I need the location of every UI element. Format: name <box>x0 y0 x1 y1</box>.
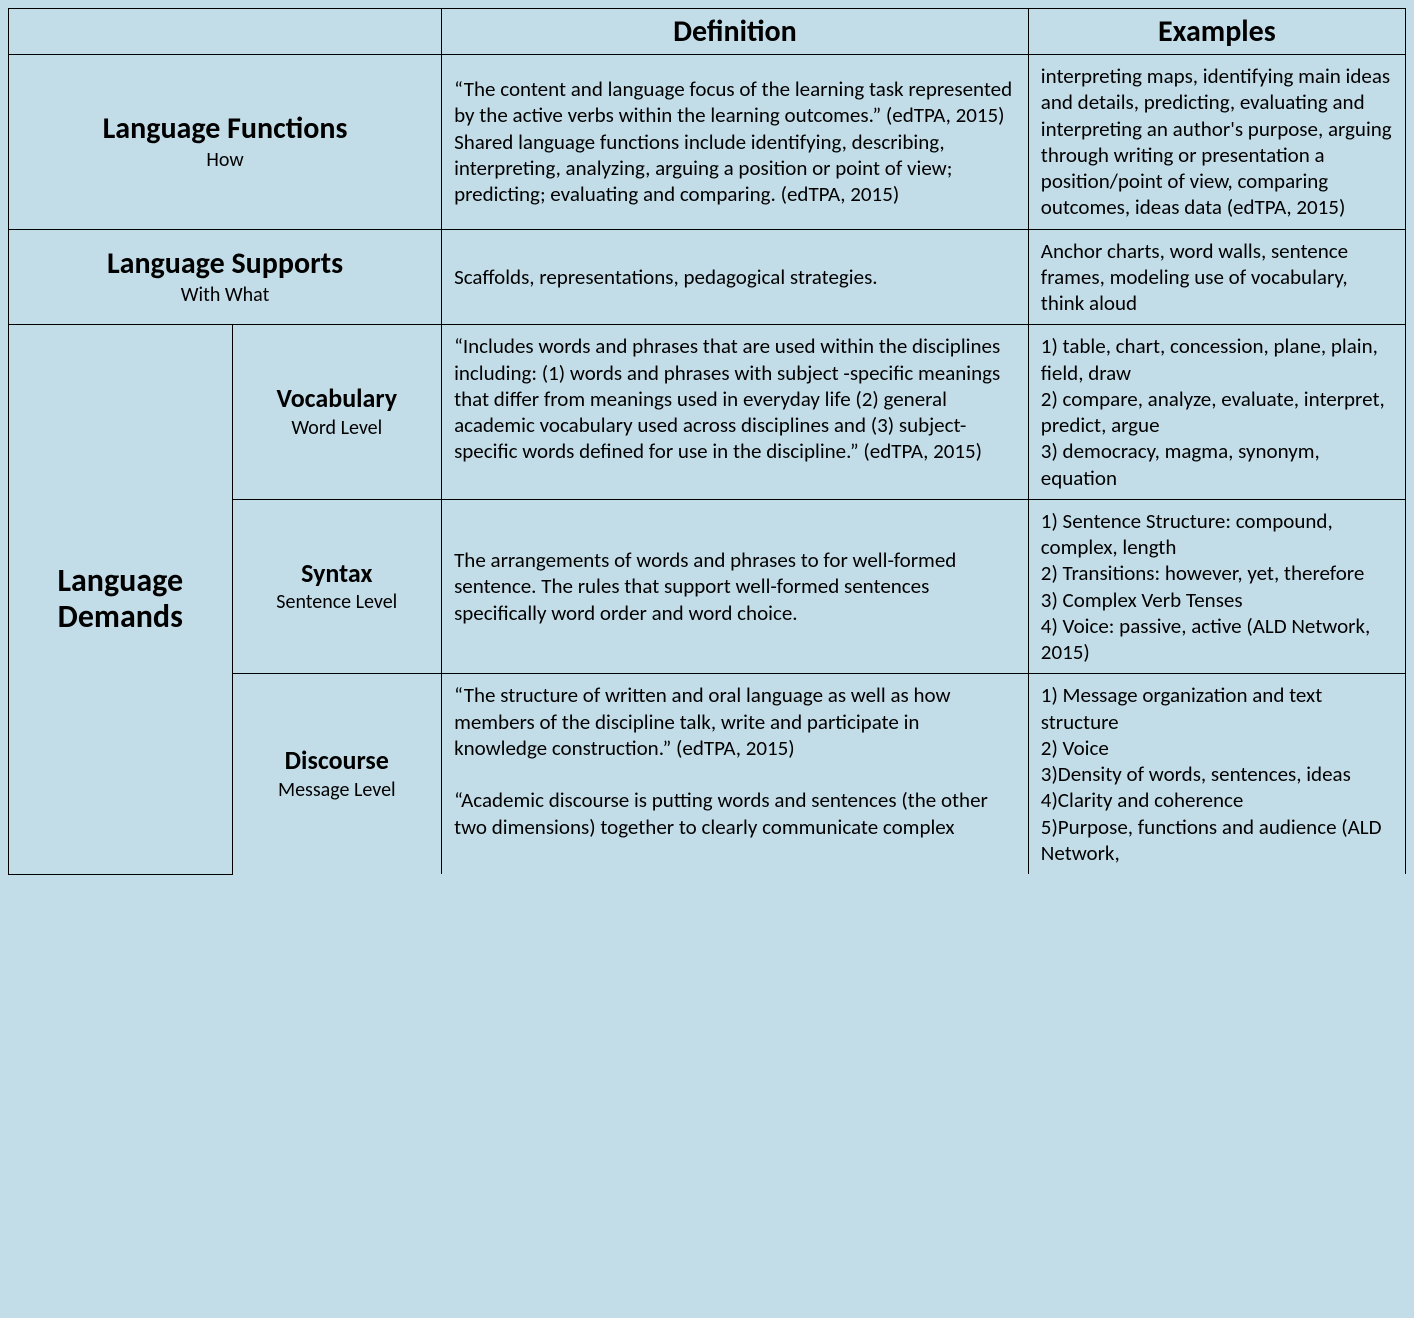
syntax-examples: 1) Sentence Structure: compound, complex… <box>1028 499 1405 674</box>
demands-title-cell: LanguageDemands <box>9 325 233 874</box>
supports-sub: With What <box>19 283 431 307</box>
functions-sub: How <box>19 148 431 172</box>
functions-title: Language Functions <box>19 112 431 147</box>
row-supports: Language Supports With What Scaffolds, r… <box>9 229 1406 325</box>
header-blank <box>9 9 442 55</box>
discourse-title-cell: Discourse Message Level <box>232 674 442 874</box>
vocabulary-sub: Word Level <box>243 416 432 440</box>
supports-examples: Anchor charts, word walls, sentence fram… <box>1028 229 1405 325</box>
row-functions: Language Functions How “The content and … <box>9 55 1406 230</box>
vocabulary-title: Vocabulary <box>243 384 432 414</box>
row-vocabulary: LanguageDemands Vocabulary Word Level “I… <box>9 325 1406 500</box>
header-row: Definition Examples <box>9 9 1406 55</box>
header-definition: Definition <box>442 9 1029 55</box>
supports-definition: Scaffolds, representations, pedagogical … <box>442 229 1029 325</box>
vocabulary-definition: “Includes words and phrases that are use… <box>442 325 1029 500</box>
discourse-definition: “The structure of written and oral langu… <box>442 674 1029 874</box>
functions-examples: interpreting maps, identifying main idea… <box>1028 55 1405 230</box>
demands-title: LanguageDemands <box>19 563 222 637</box>
syntax-sub: Sentence Level <box>243 590 432 614</box>
discourse-sub: Message Level <box>243 778 432 802</box>
functions-definition: “The content and language focus of the l… <box>442 55 1029 230</box>
functions-title-cell: Language Functions How <box>9 55 442 230</box>
supports-title: Language Supports <box>19 247 431 282</box>
header-examples: Examples <box>1028 9 1405 55</box>
syntax-definition: The arrangements of words and phrases to… <box>442 499 1029 674</box>
vocabulary-examples: 1) table, chart, concession, plane, plai… <box>1028 325 1405 500</box>
language-table: Definition Examples Language Functions H… <box>8 8 1406 875</box>
syntax-title: Syntax <box>243 559 432 589</box>
syntax-title-cell: Syntax Sentence Level <box>232 499 442 674</box>
supports-title-cell: Language Supports With What <box>9 229 442 325</box>
discourse-examples: 1) Message organization and text structu… <box>1028 674 1405 874</box>
vocabulary-title-cell: Vocabulary Word Level <box>232 325 442 500</box>
discourse-title: Discourse <box>243 746 432 776</box>
